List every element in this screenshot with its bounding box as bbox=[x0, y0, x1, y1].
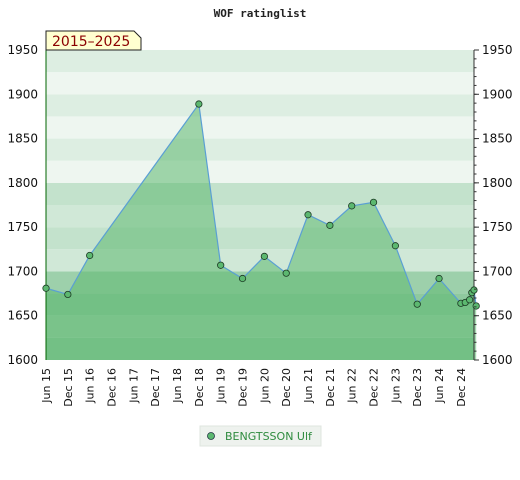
data-point[interactable] bbox=[391, 242, 399, 250]
band bbox=[46, 72, 474, 95]
y-axis-right: 1600 1650 1700 1750 1800 1850 1900 1950 bbox=[474, 43, 513, 367]
x-tick-label: Dec 19 bbox=[237, 368, 250, 407]
y-tick-label-right: 1900 bbox=[482, 87, 513, 101]
data-point[interactable] bbox=[42, 284, 50, 292]
x-tick-label: Dec 20 bbox=[280, 368, 293, 407]
data-point[interactable] bbox=[470, 286, 478, 294]
band bbox=[46, 160, 474, 183]
band bbox=[46, 182, 474, 205]
x-tick-label: Dec 15 bbox=[62, 368, 75, 407]
y-tick-label-left: 1800 bbox=[7, 176, 38, 190]
x-tick-label: Jun 19 bbox=[215, 368, 228, 404]
x-tick-label: Jun 17 bbox=[127, 368, 140, 404]
x-tick-label: Dec 18 bbox=[193, 368, 206, 407]
band bbox=[46, 138, 474, 161]
series-area-fill bbox=[46, 104, 477, 361]
band bbox=[46, 94, 474, 117]
y-tick-label-left: 1700 bbox=[7, 264, 38, 278]
data-point[interactable] bbox=[64, 290, 72, 299]
data-point[interactable] bbox=[304, 211, 312, 219]
y-tick-label-right: 1950 bbox=[482, 43, 513, 57]
legend-label: BENGTSSON Ulf bbox=[225, 430, 313, 443]
y-tick-label-right: 1800 bbox=[482, 176, 513, 190]
y-tick-label-left: 1950 bbox=[7, 43, 38, 57]
legend[interactable]: BENGTSSON Ulf bbox=[199, 425, 322, 447]
data-point[interactable] bbox=[466, 296, 474, 304]
x-tick-label: Dec 24 bbox=[455, 368, 468, 407]
data-point[interactable] bbox=[86, 251, 94, 260]
period-badge-label: 2015–2025 bbox=[52, 34, 130, 50]
x-axis: Jun 15 Dec 15 Jun 16 Dec 16 Jun 17 Dec 17 Jun … bbox=[40, 368, 468, 407]
band bbox=[46, 50, 474, 73]
data-point[interactable] bbox=[413, 300, 421, 308]
data-point[interactable] bbox=[217, 261, 225, 269]
data-point[interactable] bbox=[326, 221, 334, 229]
x-tick-label: Jun 15 bbox=[40, 368, 53, 404]
data-point[interactable] bbox=[369, 198, 378, 206]
y-axis-left: 1600 1650 1700 1750 1800 1850 1900 1950 bbox=[7, 43, 38, 367]
y-tick-label-left: 1750 bbox=[7, 220, 38, 234]
x-tick-label: Dec 17 bbox=[149, 368, 162, 407]
y-tick-label-left: 1600 bbox=[7, 353, 38, 367]
y-tick-label-right: 1600 bbox=[482, 353, 513, 367]
y-tick-label-left: 1650 bbox=[7, 309, 38, 323]
y-tick-label-right: 1650 bbox=[482, 309, 513, 323]
data-point[interactable] bbox=[435, 274, 443, 283]
legend-marker bbox=[207, 432, 215, 440]
x-tick-label: Jun 20 bbox=[258, 368, 271, 404]
series-points bbox=[42, 100, 480, 310]
data-point[interactable] bbox=[472, 302, 480, 310]
data-point[interactable] bbox=[348, 202, 356, 210]
y-tick-label-right: 1850 bbox=[482, 132, 513, 146]
band bbox=[46, 205, 474, 228]
y-tick-label-right: 1750 bbox=[482, 220, 513, 234]
x-tick-label: Dec 23 bbox=[411, 368, 424, 407]
x-tick-label: Jun 16 bbox=[84, 368, 97, 404]
data-point[interactable] bbox=[238, 274, 247, 283]
data-point[interactable] bbox=[195, 100, 203, 108]
x-tick-label: Dec 16 bbox=[106, 368, 119, 407]
y-tick-label-left: 1850 bbox=[7, 132, 38, 146]
period-badge: 2015–2025 bbox=[45, 30, 142, 51]
y-tick-label-right: 1700 bbox=[482, 264, 513, 278]
band bbox=[46, 116, 474, 139]
x-tick-label: Dec 21 bbox=[324, 368, 337, 407]
data-point[interactable] bbox=[260, 252, 268, 260]
x-tick-label: Jun 23 bbox=[389, 368, 402, 404]
data-point[interactable] bbox=[282, 269, 290, 277]
x-tick-label: Dec 22 bbox=[368, 368, 381, 407]
x-tick-label: Jun 18 bbox=[171, 368, 184, 404]
chart-title: WOF ratinglist bbox=[214, 7, 307, 20]
x-tick-label: Jun 21 bbox=[302, 368, 315, 404]
y-tick-label-left: 1900 bbox=[7, 87, 38, 101]
x-tick-label: Jun 24 bbox=[433, 368, 446, 404]
x-tick-label: Jun 22 bbox=[346, 368, 359, 404]
